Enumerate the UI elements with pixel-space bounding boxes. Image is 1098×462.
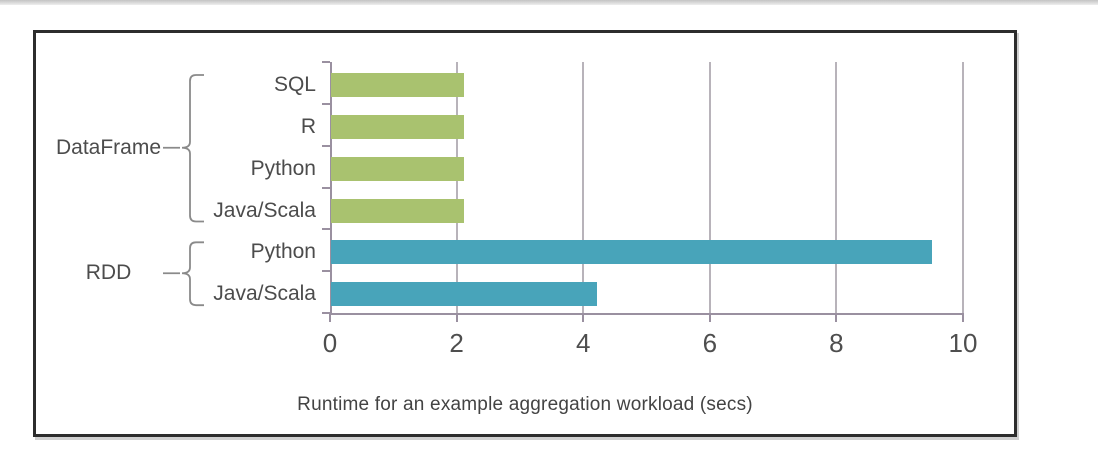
x-tick-label: 2 (449, 328, 464, 358)
y-tick-mark (322, 270, 330, 273)
x-tick-label: 0 (322, 328, 338, 358)
x-tick-label: 6 (702, 328, 718, 358)
category-label: R (300, 114, 316, 138)
group-label-rdd: RDD (85, 261, 132, 285)
x-tick-mark (329, 313, 331, 322)
bar-dataframe-python (331, 156, 464, 181)
y-axis-line (330, 62, 332, 313)
gridline-8 (835, 62, 838, 313)
x-tick-label: 4 (575, 328, 591, 358)
bar-rdd-java-scala (331, 282, 597, 307)
group-label-dataframe: DataFrame (55, 135, 162, 159)
y-tick-mark (322, 61, 330, 63)
group-braces (163, 74, 204, 307)
category-label: Python (250, 156, 316, 180)
category-label: Java/Scala (213, 198, 316, 222)
gridline-4 (582, 62, 585, 313)
x-tick-mark (582, 313, 585, 322)
gridline-6 (708, 62, 711, 313)
group-brace-rdd (181, 241, 204, 307)
y-tick-mark (322, 186, 330, 189)
bar-dataframe-r (331, 114, 464, 139)
x-tick-label: 10 (948, 328, 978, 358)
y-tick-mark (322, 144, 330, 147)
chart-frame: Runtime for an example aggregation workl… (33, 30, 1017, 437)
x-tick-label: 8 (829, 328, 844, 358)
screen-top-edge (0, 0, 1098, 5)
x-tick-mark (708, 313, 711, 322)
group-brace-dataframe (181, 74, 204, 223)
category-label: Java/Scala (213, 282, 316, 306)
y-tick-mark (322, 228, 330, 231)
x-tick-mark (835, 313, 838, 322)
x-axis-line (330, 313, 963, 315)
category-label: Python (250, 240, 316, 264)
x-tick-mark (455, 313, 458, 322)
gridline-2 (455, 62, 458, 313)
bar-dataframe-sql (331, 73, 464, 97)
y-tick-mark (322, 312, 330, 314)
category-label: SQL (273, 73, 316, 96)
bar-dataframe-java-scala (331, 198, 464, 223)
x-tick-mark (962, 313, 964, 322)
x-axis-title: Runtime for an example aggregation workl… (297, 394, 753, 415)
y-tick-mark (322, 102, 330, 105)
bar-rdd-python (331, 240, 933, 265)
gridline-10 (962, 62, 964, 313)
